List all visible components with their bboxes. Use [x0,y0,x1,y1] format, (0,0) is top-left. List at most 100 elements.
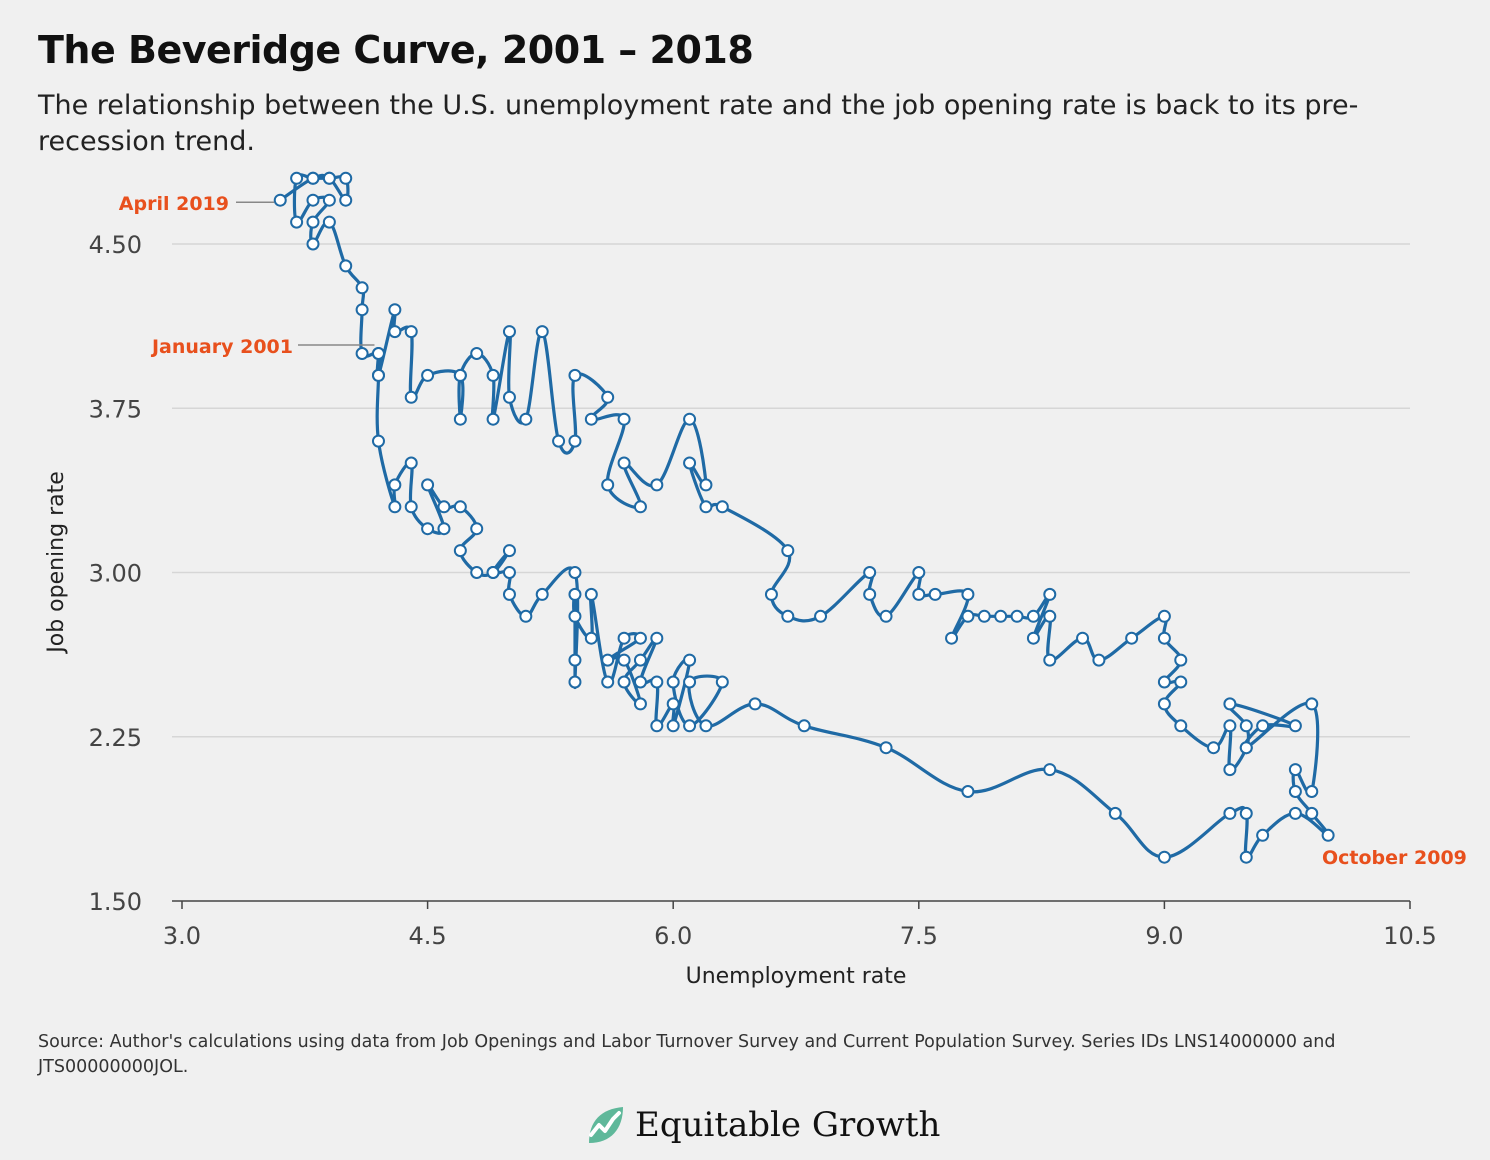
data-point [814,609,828,623]
data-point [1174,653,1188,667]
data-point [1157,631,1171,645]
annotation-label: October 2009 [1322,847,1467,869]
data-point [879,741,893,755]
data-point [1223,763,1237,777]
x-tick-label: 6.0 [654,922,692,950]
data-point [666,697,680,711]
data-point [633,653,647,667]
data-point [535,587,549,601]
data-point [1223,719,1237,733]
data-point [617,675,631,689]
data-point [715,675,729,689]
data-point [863,566,877,579]
data-point [961,587,975,601]
data-point [797,719,811,733]
data-point [453,412,467,426]
chart-title: The Beveridge Curve, 2001 – 2018 [38,28,754,72]
data-point [928,587,942,601]
data-point [1288,806,1302,820]
data-point [388,500,402,514]
data-point [1256,719,1270,733]
data-point [617,631,631,645]
data-point [1026,609,1040,623]
series-line [279,173,1331,860]
x-tick-label: 3.0 [163,922,201,950]
data-point [650,675,664,689]
data-point [1043,763,1057,777]
data-point [421,522,435,536]
data-point [650,719,664,733]
y-axis-ticks: 1.50 2.25 3.00 3.75 4.50 [89,231,142,916]
data-point [683,456,697,470]
data-point [1108,806,1122,820]
data-point [1076,631,1090,645]
data-point [290,215,304,229]
data-point [1043,587,1057,601]
data-point [1288,763,1302,777]
data-point [371,434,385,448]
annotations: April 2019 January 2001 October 2009 [119,193,1467,869]
data-point [388,325,402,339]
data-point [568,653,582,667]
data-point [699,500,713,514]
data-point [1010,609,1024,623]
data-point [421,478,435,492]
data-point [355,303,369,317]
data-point [666,719,680,733]
data-point [1174,719,1188,733]
data-point [470,522,484,536]
data-point [666,675,680,689]
data-point [961,785,975,798]
x-tick-label: 9.0 [1145,922,1183,950]
data-point [453,544,467,558]
data-point [355,281,369,295]
data-point [1092,653,1106,667]
y-tick-label: 3.75 [89,395,142,423]
data-point [633,631,647,645]
data-point-markers [273,171,1335,864]
data-point [1256,828,1270,842]
data-point [1239,850,1253,864]
data-point [486,368,500,382]
data-point [863,587,877,601]
data-point [1239,741,1253,755]
data-point [568,368,582,382]
data-point [1157,675,1171,689]
data-point [912,587,926,601]
data-point [486,412,500,426]
data-point [306,237,320,251]
data-point [404,500,418,514]
data-point [486,566,500,579]
data-point [945,631,959,645]
data-point [502,544,516,558]
data-point [633,500,647,514]
data-point [552,434,566,448]
data-point [584,587,598,601]
data-point [617,456,631,470]
data-point [617,412,631,426]
y-tick-label: 4.50 [89,231,142,259]
data-point [339,259,353,273]
data-point [748,697,762,711]
data-point [994,609,1008,623]
data-point [1305,806,1319,820]
data-point [1321,828,1335,842]
data-point [1239,719,1253,733]
x-tick-label: 4.5 [409,922,447,950]
data-point [977,609,991,623]
data-point [306,215,320,229]
data-point [1305,785,1319,798]
data-point [601,390,615,404]
data-point [1207,741,1221,755]
data-point [339,171,353,185]
data-point [322,215,336,229]
data-point [502,566,516,579]
data-point [1288,785,1302,798]
data-point [601,478,615,492]
data-point [568,566,582,579]
data-point [388,303,402,317]
data-point [1043,653,1057,667]
data-point [1157,697,1171,711]
data-point [633,697,647,711]
data-point [404,390,418,404]
